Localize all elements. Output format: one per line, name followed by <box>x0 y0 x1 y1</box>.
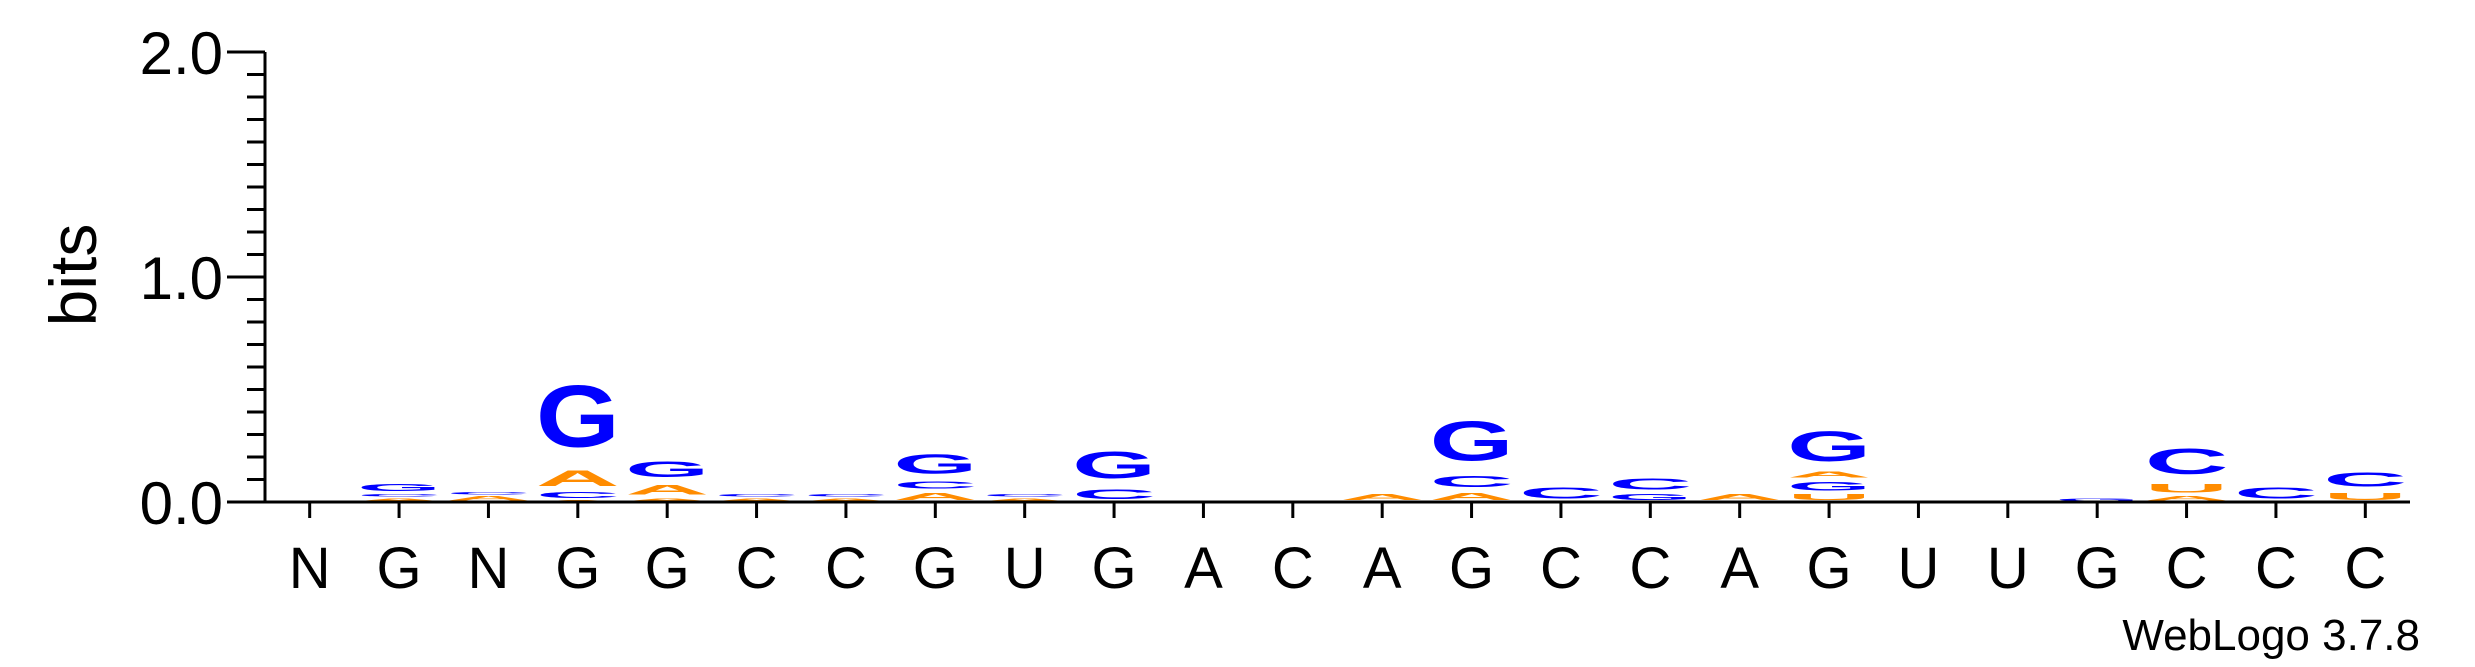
logo-letter-G: G <box>2055 498 2139 502</box>
logo-letter-A: A <box>625 482 709 498</box>
x-tick-label: C <box>736 536 778 601</box>
x-tick-label: C <box>1629 536 1671 601</box>
x-tick-label: C <box>2166 536 2208 601</box>
x-tick-label: G <box>377 536 422 601</box>
logo-letter-G: G <box>1430 410 1514 473</box>
logo-letter-C: C <box>2234 484 2318 502</box>
x-tick-label: G <box>913 536 958 601</box>
logo-letter-G: G <box>357 482 441 493</box>
logo-letter-C: C <box>2323 468 2407 491</box>
y-tick-label: 0.0 <box>140 470 223 537</box>
x-tick-label: A <box>1720 536 1759 601</box>
logo-letter-U: U <box>2145 482 2229 496</box>
logo-letter-C: C <box>536 491 620 500</box>
logo-letter-C: C <box>446 491 530 495</box>
logo-stacks: ACGACACAGAAGACACACGACCGAACGCGCAUGAGGAUCC… <box>357 367 2407 502</box>
x-tick-label: G <box>555 536 600 601</box>
x-tick-label: G <box>1449 536 1494 601</box>
weblogo-credit: WebLogo 3.7.8 <box>2122 611 2420 660</box>
x-tick-label: G <box>2075 536 2120 601</box>
x-tick-label: U <box>1004 536 1046 601</box>
logo-letter-C: C <box>1608 475 1692 493</box>
logo-letter-C: C <box>1072 486 1156 502</box>
x-tick-label: C <box>2255 536 2297 601</box>
y-tick-label: 1.0 <box>140 245 223 312</box>
logo-letter-C: C <box>715 493 799 497</box>
x-tick-label: G <box>1807 536 1852 601</box>
logo-letter-C: C <box>804 493 888 497</box>
x-tick-label: N <box>289 536 331 601</box>
logo-letter-C: C <box>1519 484 1603 502</box>
logo-letter-G: G <box>893 448 977 479</box>
logo-letter-C: C <box>357 493 441 497</box>
logo-letter-G: G <box>1072 444 1156 486</box>
logo-letter-C: C <box>983 493 1067 497</box>
logo-letter-A: A <box>983 498 1067 502</box>
logo-letter-C: C <box>893 480 977 491</box>
x-tick-label: N <box>467 536 509 601</box>
logo-letter-U: U <box>2323 491 2407 502</box>
logo-letter-A: A <box>1430 491 1514 502</box>
logo-letter-A: A <box>893 491 977 502</box>
x-tick-label: G <box>645 536 690 601</box>
logo-letter-C: C <box>1430 473 1514 491</box>
y-axis: 0.0 1.0 2.0 <box>140 20 267 537</box>
logo-letter-U: U <box>1787 493 1871 502</box>
logo-letter-A: A <box>446 495 530 502</box>
x-tick-label: A <box>1363 536 1402 601</box>
logo-letter-G: G <box>1787 424 1871 471</box>
logo-letter-A: A <box>1698 493 1782 502</box>
x-tick-label: A <box>1184 536 1223 601</box>
x-tick-label: C <box>1540 536 1582 601</box>
x-tick-label: U <box>1897 536 1939 601</box>
y-tick-label: 2.0 <box>140 20 223 87</box>
logo-letter-G: G <box>536 367 620 466</box>
x-tick-label: G <box>1092 536 1137 601</box>
logo-letter-A: A <box>357 498 441 502</box>
x-tick-label: C <box>2344 536 2386 601</box>
logo-letter-A: A <box>536 466 620 491</box>
logo-letter-A: A <box>804 498 888 502</box>
y-axis-label: bits <box>36 224 110 327</box>
logo-letter-A: A <box>625 498 709 502</box>
x-tick-label: U <box>1987 536 2029 601</box>
logo-letter-A: A <box>1340 493 1424 502</box>
logo-letter-G: G <box>625 457 709 482</box>
logo-letter-A: A <box>2145 495 2229 502</box>
logo-letter-A: A <box>1787 471 1871 480</box>
logo-letter-A: A <box>715 498 799 502</box>
logo-letter-C: C <box>2145 441 2229 481</box>
logo-letter-G: G <box>1608 493 1692 502</box>
logo-letter-G: G <box>1787 480 1871 493</box>
x-tick-label: C <box>1272 536 1314 601</box>
x-tick-label: C <box>825 536 867 601</box>
